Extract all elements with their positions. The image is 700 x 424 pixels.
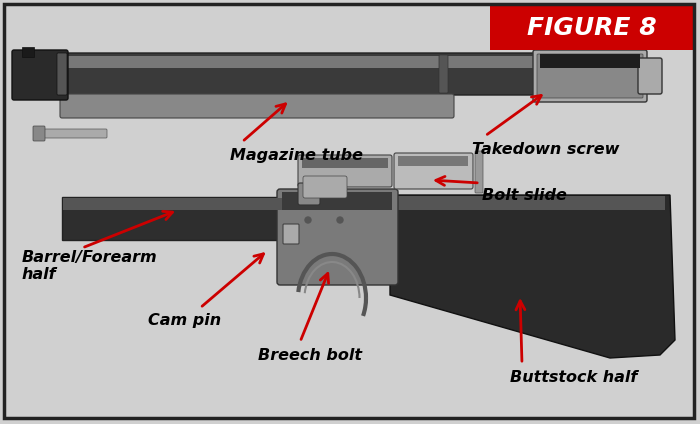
FancyBboxPatch shape bbox=[17, 56, 599, 68]
Text: Bolt slide: Bolt slide bbox=[482, 188, 567, 203]
FancyBboxPatch shape bbox=[540, 54, 640, 68]
FancyBboxPatch shape bbox=[490, 6, 694, 50]
FancyBboxPatch shape bbox=[33, 126, 45, 141]
FancyBboxPatch shape bbox=[12, 50, 68, 100]
FancyBboxPatch shape bbox=[302, 158, 388, 168]
FancyBboxPatch shape bbox=[475, 151, 483, 193]
FancyBboxPatch shape bbox=[394, 153, 473, 189]
Polygon shape bbox=[390, 195, 675, 358]
Text: Magazine tube: Magazine tube bbox=[230, 148, 363, 163]
FancyBboxPatch shape bbox=[37, 129, 107, 138]
FancyBboxPatch shape bbox=[439, 55, 448, 93]
FancyBboxPatch shape bbox=[60, 94, 454, 118]
FancyBboxPatch shape bbox=[282, 192, 392, 210]
FancyBboxPatch shape bbox=[283, 224, 299, 244]
FancyBboxPatch shape bbox=[537, 54, 643, 98]
Circle shape bbox=[305, 217, 311, 223]
Polygon shape bbox=[62, 197, 285, 240]
FancyBboxPatch shape bbox=[57, 53, 67, 95]
FancyBboxPatch shape bbox=[398, 156, 468, 166]
Text: Buttstock half: Buttstock half bbox=[510, 370, 638, 385]
FancyBboxPatch shape bbox=[533, 50, 647, 102]
Text: FIGURE 8: FIGURE 8 bbox=[527, 16, 657, 40]
FancyBboxPatch shape bbox=[298, 183, 320, 205]
FancyBboxPatch shape bbox=[303, 176, 347, 198]
Text: Barrel/Forearm
half: Barrel/Forearm half bbox=[22, 250, 158, 282]
FancyBboxPatch shape bbox=[16, 53, 600, 95]
Polygon shape bbox=[395, 196, 665, 210]
FancyBboxPatch shape bbox=[298, 155, 392, 187]
Text: Cam pin: Cam pin bbox=[148, 313, 221, 328]
Text: Takedown screw: Takedown screw bbox=[472, 142, 620, 157]
Text: Breech bolt: Breech bolt bbox=[258, 348, 362, 363]
FancyBboxPatch shape bbox=[22, 47, 34, 57]
FancyBboxPatch shape bbox=[63, 198, 283, 210]
FancyBboxPatch shape bbox=[277, 189, 398, 285]
Circle shape bbox=[337, 217, 343, 223]
FancyBboxPatch shape bbox=[638, 58, 662, 94]
